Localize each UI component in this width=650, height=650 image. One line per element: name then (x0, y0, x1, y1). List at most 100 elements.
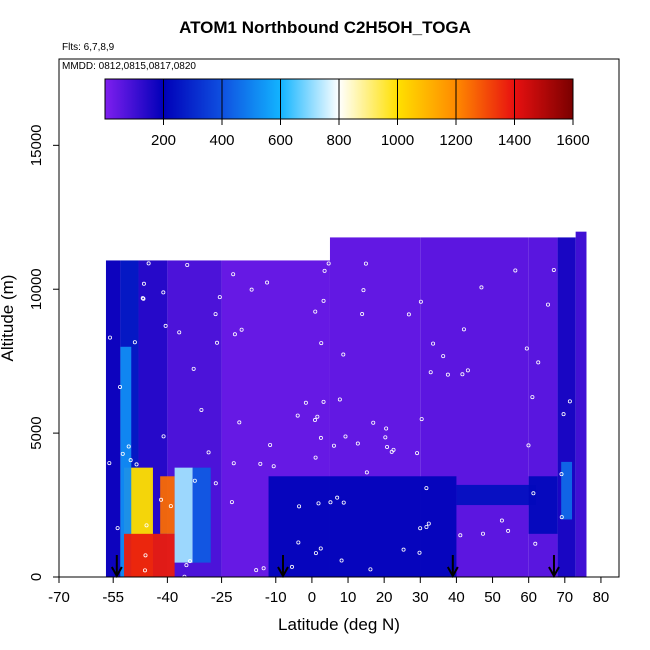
sample-point (322, 268, 327, 273)
sample-point (289, 564, 294, 569)
sample-point (526, 443, 531, 448)
sample-point (364, 470, 369, 475)
sample-point (385, 444, 390, 449)
sample-point (341, 352, 346, 357)
sample-point (159, 497, 164, 502)
y-tick-label: 0 (28, 573, 45, 581)
sample-point (321, 298, 326, 303)
x-tick-label: -55 (102, 589, 124, 606)
sample-point (337, 397, 342, 402)
x-tick-label: 0 (308, 589, 316, 606)
x-axis-label: Latitude (deg N) (278, 615, 400, 634)
sample-point (461, 327, 466, 332)
sample-point (232, 332, 237, 337)
sample-point (319, 341, 324, 346)
sample-point (406, 312, 411, 317)
x-tick-label: -40 (157, 589, 179, 606)
sample-point (479, 285, 484, 290)
x-tick-label: 80 (593, 589, 610, 606)
sample-point (559, 515, 564, 520)
x-tick-label: 70 (556, 589, 573, 606)
y-tick-label: 5000 (28, 416, 45, 449)
sample-point (328, 500, 333, 505)
sample-point (339, 558, 344, 563)
x-tick-label: 60 (520, 589, 537, 606)
sample-point (146, 261, 151, 266)
y-tick-label: 10000 (28, 268, 45, 310)
heatmap-cell (105, 260, 121, 577)
heatmap-hotspot (120, 346, 132, 577)
sample-point (258, 461, 263, 466)
sample-point (313, 551, 318, 556)
sample-point (419, 417, 424, 422)
arrow-layer (110, 555, 560, 579)
sample-point (335, 495, 340, 500)
sample-point (297, 504, 302, 509)
sample-point (418, 299, 423, 304)
sample-point (424, 486, 429, 491)
sample-point (118, 384, 123, 389)
sample-point (424, 524, 429, 529)
flight-arrow-head (446, 566, 459, 579)
sample-point (163, 323, 168, 328)
sample-point (415, 451, 420, 456)
sample-point (318, 546, 323, 551)
sample-point (191, 366, 196, 371)
sample-point (561, 412, 566, 417)
sample-point (431, 341, 436, 346)
x-tick-label: -10 (265, 589, 287, 606)
y-axis-label: Altitude (m) (0, 275, 17, 362)
sample-point (271, 464, 276, 469)
heatmap-hotspot (561, 461, 573, 520)
flight-arrow-head (548, 566, 560, 579)
sample-point (187, 559, 192, 564)
sample-point (192, 478, 197, 483)
sample-point (128, 458, 133, 463)
sample-point (361, 288, 366, 293)
sample-point (383, 435, 388, 440)
sample-point (371, 420, 376, 425)
sample-point (237, 420, 242, 425)
sample-point (384, 426, 389, 431)
colorbar: 200 400 600 800 1000 1200 1400 1600 (104, 78, 590, 149)
sample-point (134, 462, 139, 467)
colorbar-tick-label: 200 (151, 132, 176, 149)
dates-label: MMDD: 0812,0815,0817,0820 (62, 61, 196, 72)
sample-point (401, 547, 406, 552)
sample-point (249, 287, 254, 292)
sample-point (559, 472, 564, 477)
sample-point (313, 309, 318, 314)
sample-point (513, 268, 518, 273)
sample-point (142, 568, 147, 573)
sample-point (168, 504, 173, 509)
sample-point (389, 449, 394, 454)
sample-point (417, 550, 422, 555)
sample-point (132, 340, 137, 345)
colorbar-tick-label: 1000 (381, 132, 414, 149)
sample-point (533, 541, 538, 546)
sample-point (161, 434, 166, 439)
sample-point (313, 455, 318, 460)
sample-point (343, 434, 348, 439)
sample-point (321, 399, 326, 404)
sample-point (363, 261, 368, 266)
sample-point (265, 280, 270, 285)
sample-point (460, 372, 465, 377)
colorbar-tick-label: 800 (326, 132, 351, 149)
sample-point (199, 407, 204, 412)
sample-point (303, 400, 308, 405)
heatmap-hotspot (124, 533, 175, 577)
sample-point (360, 312, 365, 317)
y-axis: 0 5000 10000 15000 (28, 124, 59, 581)
sample-point (355, 441, 360, 446)
x-axis: -70 -55 -40 -25 -10 0 10 20 30 40 50 60 70 80 (48, 577, 609, 606)
colorbar-tick-label: 1200 (439, 132, 472, 149)
sample-point (536, 360, 541, 365)
heatmap-hotspot (174, 467, 193, 563)
x-tick-label: 10 (340, 589, 357, 606)
x-tick-label: 40 (448, 589, 465, 606)
sample-point (261, 566, 266, 571)
sample-point (315, 414, 320, 419)
sample-point (215, 340, 220, 345)
